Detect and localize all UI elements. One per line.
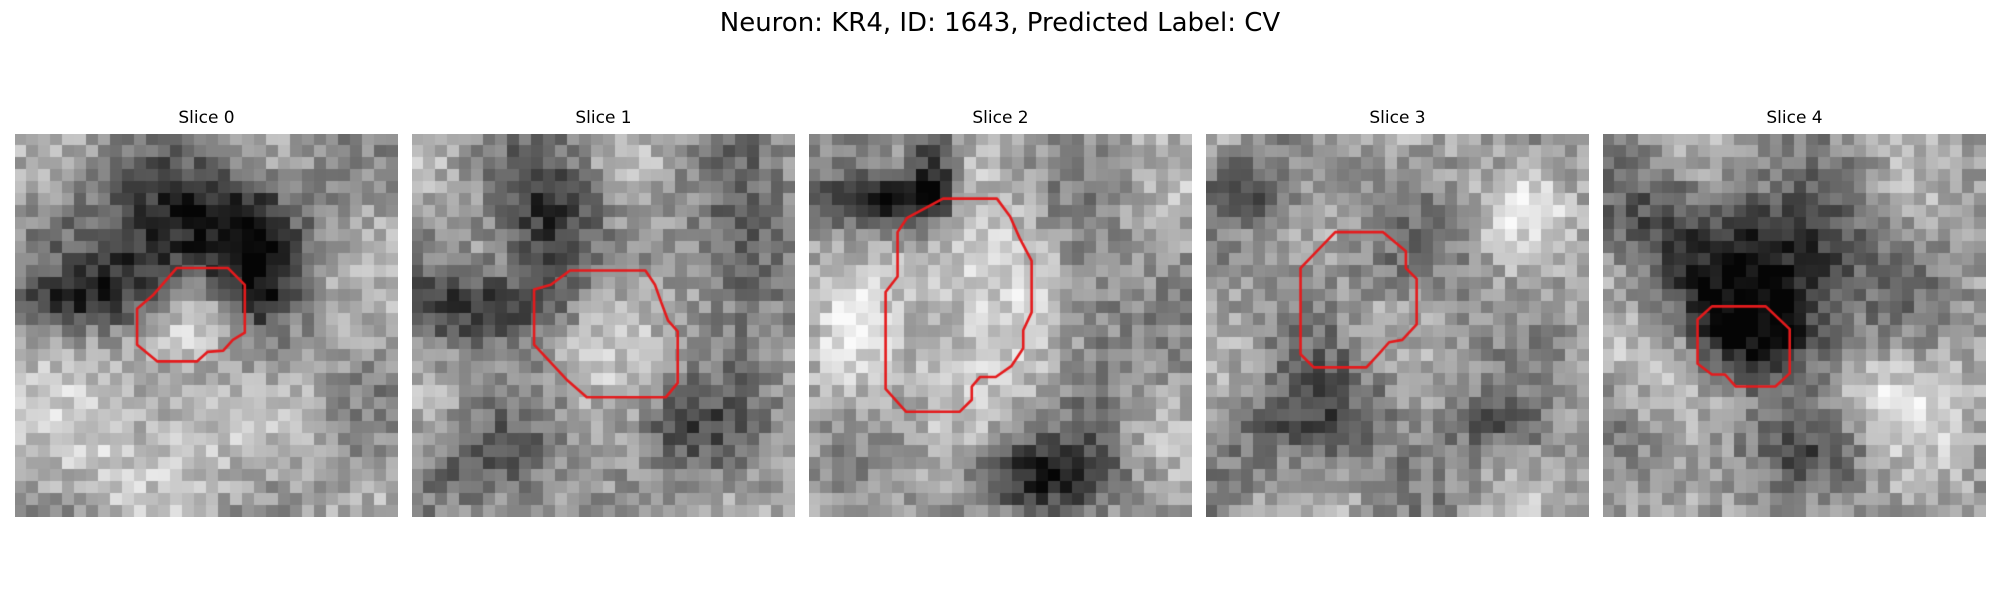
slice-title-0: Slice 0 [178, 108, 235, 128]
slice-panel-4: Slice 4 [1603, 107, 1986, 517]
slice-title-4: Slice 4 [1766, 108, 1823, 128]
slice-image-2 [809, 134, 1192, 517]
slice-image-1 [412, 134, 795, 517]
slice-image-3 [1206, 134, 1589, 517]
slice-panels: Slice 0 Slice 1 Slice 2 Slice 3 Slice 4 [15, 107, 1986, 517]
slice-panel-3: Slice 3 [1206, 107, 1589, 517]
slice-panel-1: Slice 1 [412, 107, 795, 517]
slice-panel-0: Slice 0 [15, 107, 398, 517]
slice-title-1: Slice 1 [575, 108, 632, 128]
slice-image-4 [1603, 134, 1986, 517]
slice-title-2: Slice 2 [972, 108, 1029, 128]
slice-title-3: Slice 3 [1369, 108, 1426, 128]
slice-image-0 [15, 134, 398, 517]
figure-title: Neuron: KR4, ID: 1643, Predicted Label: … [719, 8, 1281, 38]
slice-panel-2: Slice 2 [809, 107, 1192, 517]
